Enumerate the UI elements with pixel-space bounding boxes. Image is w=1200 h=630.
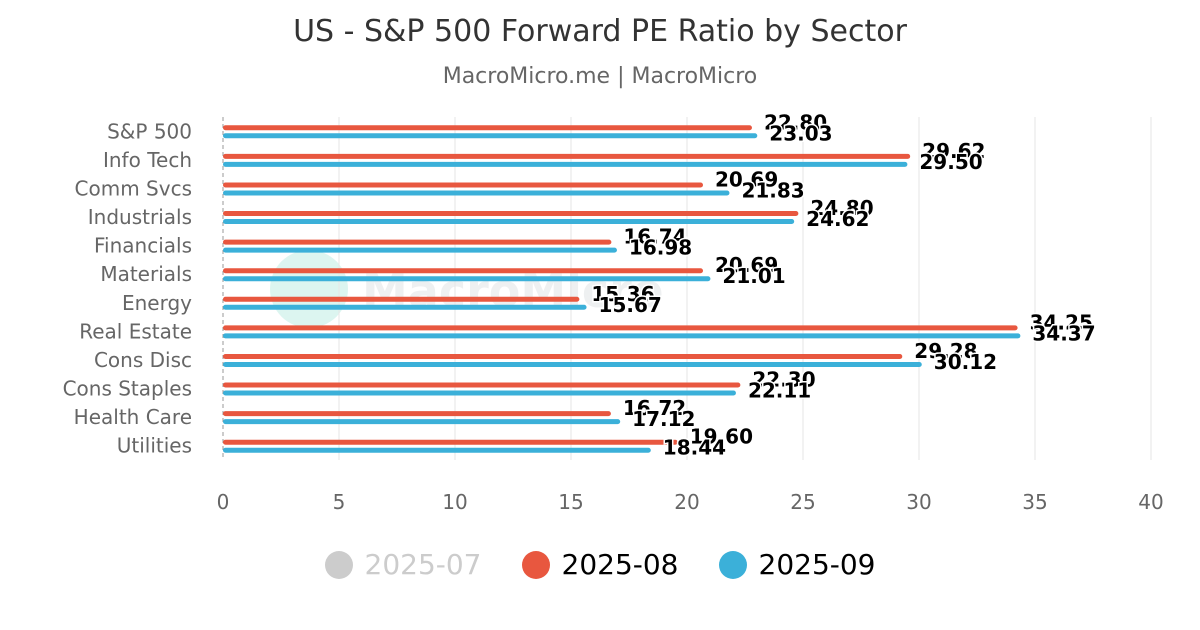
data-label-2025-09: 22.11 xyxy=(748,379,811,403)
y-category-label: Cons Disc xyxy=(94,348,192,372)
y-category-label: Financials xyxy=(94,234,192,258)
data-label-2025-09: 16.98 xyxy=(629,236,692,260)
x-tick-label: 15 xyxy=(558,490,583,514)
bar-2025-09 xyxy=(223,247,617,253)
data-label-2025-08: 34.25 xyxy=(1030,310,1093,334)
bar-2025-08 xyxy=(223,153,911,159)
data-label-2025-09: 23.03 xyxy=(769,121,832,145)
x-tick-label: 5 xyxy=(333,490,346,514)
bar-2025-09 xyxy=(223,276,711,282)
bar-2025-08 xyxy=(223,382,741,388)
data-label-2025-09: 24.62 xyxy=(806,207,869,231)
bar-2025-08 xyxy=(223,125,752,131)
data-label-2025-08: 20.69 xyxy=(715,253,778,277)
bar-2025-08 xyxy=(223,239,612,245)
legend-label: 2025-07 xyxy=(364,548,482,581)
legend-swatch-icon xyxy=(324,550,353,579)
bar-2025-08 xyxy=(223,296,580,302)
legend-label: 2025-08 xyxy=(561,548,679,581)
y-category-label: Materials xyxy=(100,262,192,286)
data-label-2025-09: 21.83 xyxy=(741,178,804,202)
y-category-label: S&P 500 xyxy=(107,119,192,143)
data-label-2025-08: 22.30 xyxy=(752,368,815,392)
data-label-2025-08: 24.80 xyxy=(810,196,873,220)
bar-2025-09 xyxy=(223,190,730,196)
chart-title: US - S&P 500 Forward PE Ratio by Sector xyxy=(293,14,907,49)
data-label-2025-09: 30.12 xyxy=(934,350,997,374)
x-tick-label: 35 xyxy=(1022,490,1047,514)
data-label-2025-08: 20.69 xyxy=(715,167,778,191)
bar-2025-09 xyxy=(223,133,758,139)
chart-legend: 2025-07 2025-08 2025-09 xyxy=(0,548,1200,581)
y-category-label: Info Tech xyxy=(103,148,192,172)
x-tick-label: 0 xyxy=(217,490,230,514)
y-category-label: Industrials xyxy=(88,205,192,229)
data-label-2025-09: 21.01 xyxy=(722,264,785,288)
bar-2025-08 xyxy=(223,325,1018,331)
x-tick-label: 10 xyxy=(442,490,467,514)
bar-2025-09 xyxy=(223,333,1021,339)
y-category-label: Real Estate xyxy=(79,319,192,343)
data-label-2025-08: 15.36 xyxy=(591,282,654,306)
bar-2025-08 xyxy=(223,353,903,359)
data-label-2025-09: 15.67 xyxy=(599,293,662,317)
legend-item-2025-08[interactable]: 2025-08 xyxy=(521,548,679,581)
legend-swatch-icon xyxy=(718,550,747,579)
bar-2025-09 xyxy=(223,161,908,167)
bar-2025-09 xyxy=(223,304,587,310)
y-category-label: Health Care xyxy=(74,405,192,429)
chart-subtitle: MacroMicro.me | MacroMicro xyxy=(442,64,758,89)
data-label-2025-08: 29.62 xyxy=(922,139,985,163)
bar-2025-08 xyxy=(223,268,704,274)
legend-item-2025-07[interactable]: 2025-07 xyxy=(324,548,482,581)
bar-2025-09 xyxy=(223,390,736,396)
data-label-2025-08: 29.28 xyxy=(914,339,977,363)
bar-2025-09 xyxy=(223,447,651,453)
bar-2025-09 xyxy=(223,361,922,367)
bar-2025-08 xyxy=(223,411,611,417)
y-category-label: Energy xyxy=(122,291,192,315)
x-tick-label: 25 xyxy=(790,490,815,514)
legend-item-2025-09[interactable]: 2025-09 xyxy=(718,548,876,581)
data-label-2025-08: 19.60 xyxy=(690,425,753,449)
data-label-2025-09: 18.44 xyxy=(663,436,726,460)
y-category-label: Utilities xyxy=(117,434,192,458)
data-label-2025-08: 22.80 xyxy=(764,110,827,134)
x-tick-label: 40 xyxy=(1138,490,1163,514)
bar-2025-08 xyxy=(223,439,678,445)
data-label-2025-09: 17.12 xyxy=(632,407,695,431)
y-category-label: Comm Svcs xyxy=(75,176,192,200)
legend-swatch-icon xyxy=(521,550,550,579)
data-label-2025-08: 16.72 xyxy=(623,396,686,420)
bar-2025-09 xyxy=(223,419,621,425)
bar-2025-08 xyxy=(223,211,799,217)
data-label-2025-09: 29.50 xyxy=(919,150,982,174)
x-tick-label: 30 xyxy=(906,490,931,514)
legend-label: 2025-09 xyxy=(758,548,876,581)
data-label-2025-08: 16.74 xyxy=(623,225,686,249)
data-label-2025-09: 34.37 xyxy=(1032,321,1095,345)
y-category-label: Cons Staples xyxy=(63,377,192,401)
x-tick-label: 20 xyxy=(674,490,699,514)
bar-2025-08 xyxy=(223,182,704,188)
bar-2025-09 xyxy=(223,219,795,225)
